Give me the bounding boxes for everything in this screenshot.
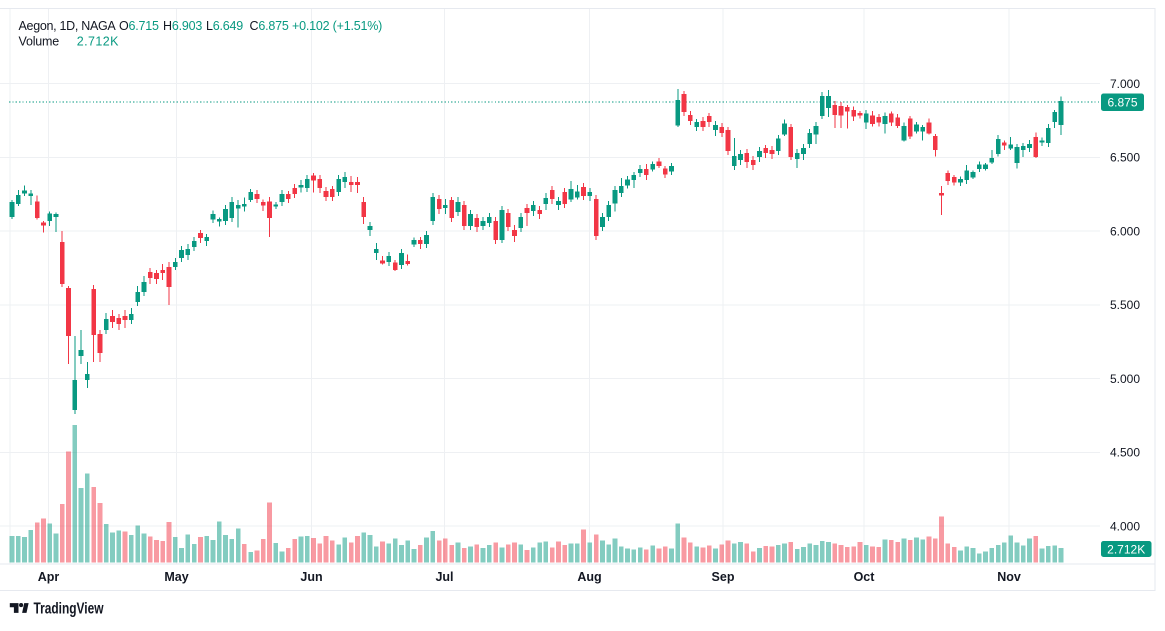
svg-text:Volume: Volume	[19, 35, 60, 49]
svg-text:2.712K: 2.712K	[77, 35, 119, 49]
svg-text:5.000: 5.000	[1110, 372, 1140, 386]
svg-text:6.875: 6.875	[1107, 96, 1137, 110]
svg-text:Jul: Jul	[435, 570, 453, 584]
svg-text:Sep: Sep	[712, 570, 735, 584]
svg-text:4.500: 4.500	[1110, 446, 1140, 460]
svg-text:C6.875: C6.875	[250, 19, 289, 33]
svg-text:L6.649: L6.649	[206, 19, 243, 33]
svg-text:O6.715: O6.715	[119, 19, 159, 33]
svg-text:Nov: Nov	[997, 570, 1021, 584]
svg-text:Aug: Aug	[577, 570, 601, 584]
svg-text:TradingView: TradingView	[34, 601, 104, 618]
svg-text:6.000: 6.000	[1110, 224, 1140, 238]
svg-text:+0.102 (+1.51%): +0.102 (+1.51%)	[292, 19, 382, 33]
svg-text:6.500: 6.500	[1110, 151, 1140, 165]
svg-text:Jun: Jun	[300, 570, 322, 584]
svg-text:4.000: 4.000	[1110, 520, 1140, 534]
svg-text:May: May	[164, 570, 188, 584]
svg-text:5.500: 5.500	[1110, 298, 1140, 312]
svg-text:2.712K: 2.712K	[1107, 542, 1145, 556]
svg-text:Oct: Oct	[854, 570, 876, 584]
svg-text:7.000: 7.000	[1110, 77, 1140, 91]
svg-text:H6.903: H6.903	[163, 19, 202, 33]
svg-text:Aegon, 1D, NAGA: Aegon, 1D, NAGA	[19, 19, 117, 33]
svg-text:Apr: Apr	[38, 570, 60, 584]
